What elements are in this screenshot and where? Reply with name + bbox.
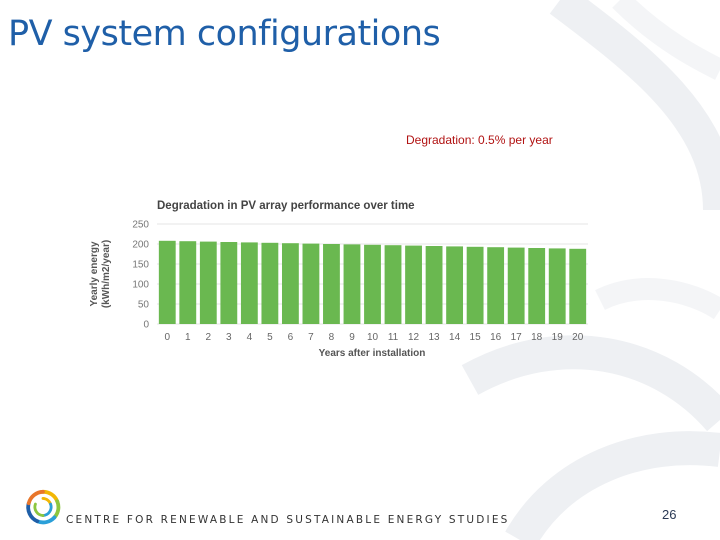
- chart-subtitle: Degradation: 0.5% per year: [406, 133, 553, 147]
- bar-year-11: [384, 245, 402, 324]
- x-tick-label: 19: [552, 332, 564, 343]
- y-axis-label-line2: (kWh/m2/year): [101, 240, 112, 308]
- y-axis-label-line1: Yearly energy: [89, 241, 100, 306]
- x-tick-label: 15: [470, 332, 482, 343]
- degradation-bar-chart: Degradation in PV array performance over…: [89, 200, 588, 359]
- y-tick-label: 250: [132, 220, 149, 231]
- bar-year-9: [343, 244, 361, 324]
- bar-year-19: [548, 248, 566, 324]
- bar-year-15: [466, 246, 484, 324]
- x-tick-label: 1: [185, 332, 191, 343]
- x-tick-label: 16: [490, 332, 502, 343]
- cress-logo-icon: [26, 489, 61, 525]
- x-tick-label: 20: [572, 332, 584, 343]
- x-tick-label: 11: [388, 332, 399, 343]
- x-tick-label: 5: [267, 332, 273, 343]
- page-number: 26: [662, 507, 677, 522]
- x-tick-label: 18: [531, 332, 543, 343]
- bar-year-17: [507, 247, 525, 324]
- bar-year-16: [487, 247, 505, 324]
- bar-year-14: [446, 246, 464, 324]
- y-tick-label: 200: [132, 240, 149, 251]
- chart-title: Degradation in PV array performance over…: [157, 200, 415, 212]
- x-tick-label: 4: [247, 332, 253, 343]
- bar-year-0: [158, 240, 176, 324]
- slide-title: PV system configurations: [8, 14, 441, 54]
- bar-year-18: [528, 248, 546, 324]
- x-axis-ticks: 0 1 2 3 4 5 6 7 8 9 10 11 12 13 14 15 16 17 18 19 20: [164, 332, 583, 343]
- bar-year-2: [199, 241, 217, 324]
- x-tick-label: 12: [408, 332, 420, 343]
- y-axis-ticks: 0 50 100 150 200 250: [132, 220, 149, 331]
- bar-year-8: [323, 244, 340, 324]
- bar-year-5: [261, 242, 279, 324]
- bar-year-12: [405, 245, 422, 324]
- x-tick-label: 6: [288, 332, 294, 343]
- chart-bars: [158, 240, 587, 324]
- bar-year-13: [425, 246, 443, 324]
- y-tick-label: 150: [132, 260, 149, 271]
- bar-year-10: [364, 244, 381, 324]
- x-tick-label: 13: [429, 332, 441, 343]
- x-tick-label: 14: [449, 332, 461, 343]
- x-tick-label: 2: [206, 332, 212, 343]
- bar-year-4: [240, 242, 258, 324]
- x-tick-label: 17: [511, 332, 523, 343]
- x-axis-label: Years after installation: [319, 348, 426, 359]
- bar-year-20: [569, 248, 587, 324]
- bar-year-3: [220, 242, 238, 324]
- footer-organization-name: CENTRE FOR RENEWABLE AND SUSTAINABLE ENE…: [66, 514, 510, 526]
- x-tick-label: 0: [164, 332, 170, 343]
- y-tick-label: 50: [138, 300, 150, 311]
- bar-year-6: [281, 243, 299, 324]
- bar-year-1: [179, 241, 197, 324]
- x-tick-label: 9: [349, 332, 355, 343]
- y-axis-label: Yearly energy (kWh/m2/year): [89, 240, 112, 308]
- y-tick-label: 0: [143, 320, 149, 331]
- x-tick-label: 3: [226, 332, 232, 343]
- x-tick-label: 10: [367, 332, 379, 343]
- x-tick-label: 7: [308, 332, 314, 343]
- bar-year-7: [302, 243, 320, 324]
- x-tick-label: 8: [329, 332, 335, 343]
- y-tick-label: 100: [132, 280, 149, 291]
